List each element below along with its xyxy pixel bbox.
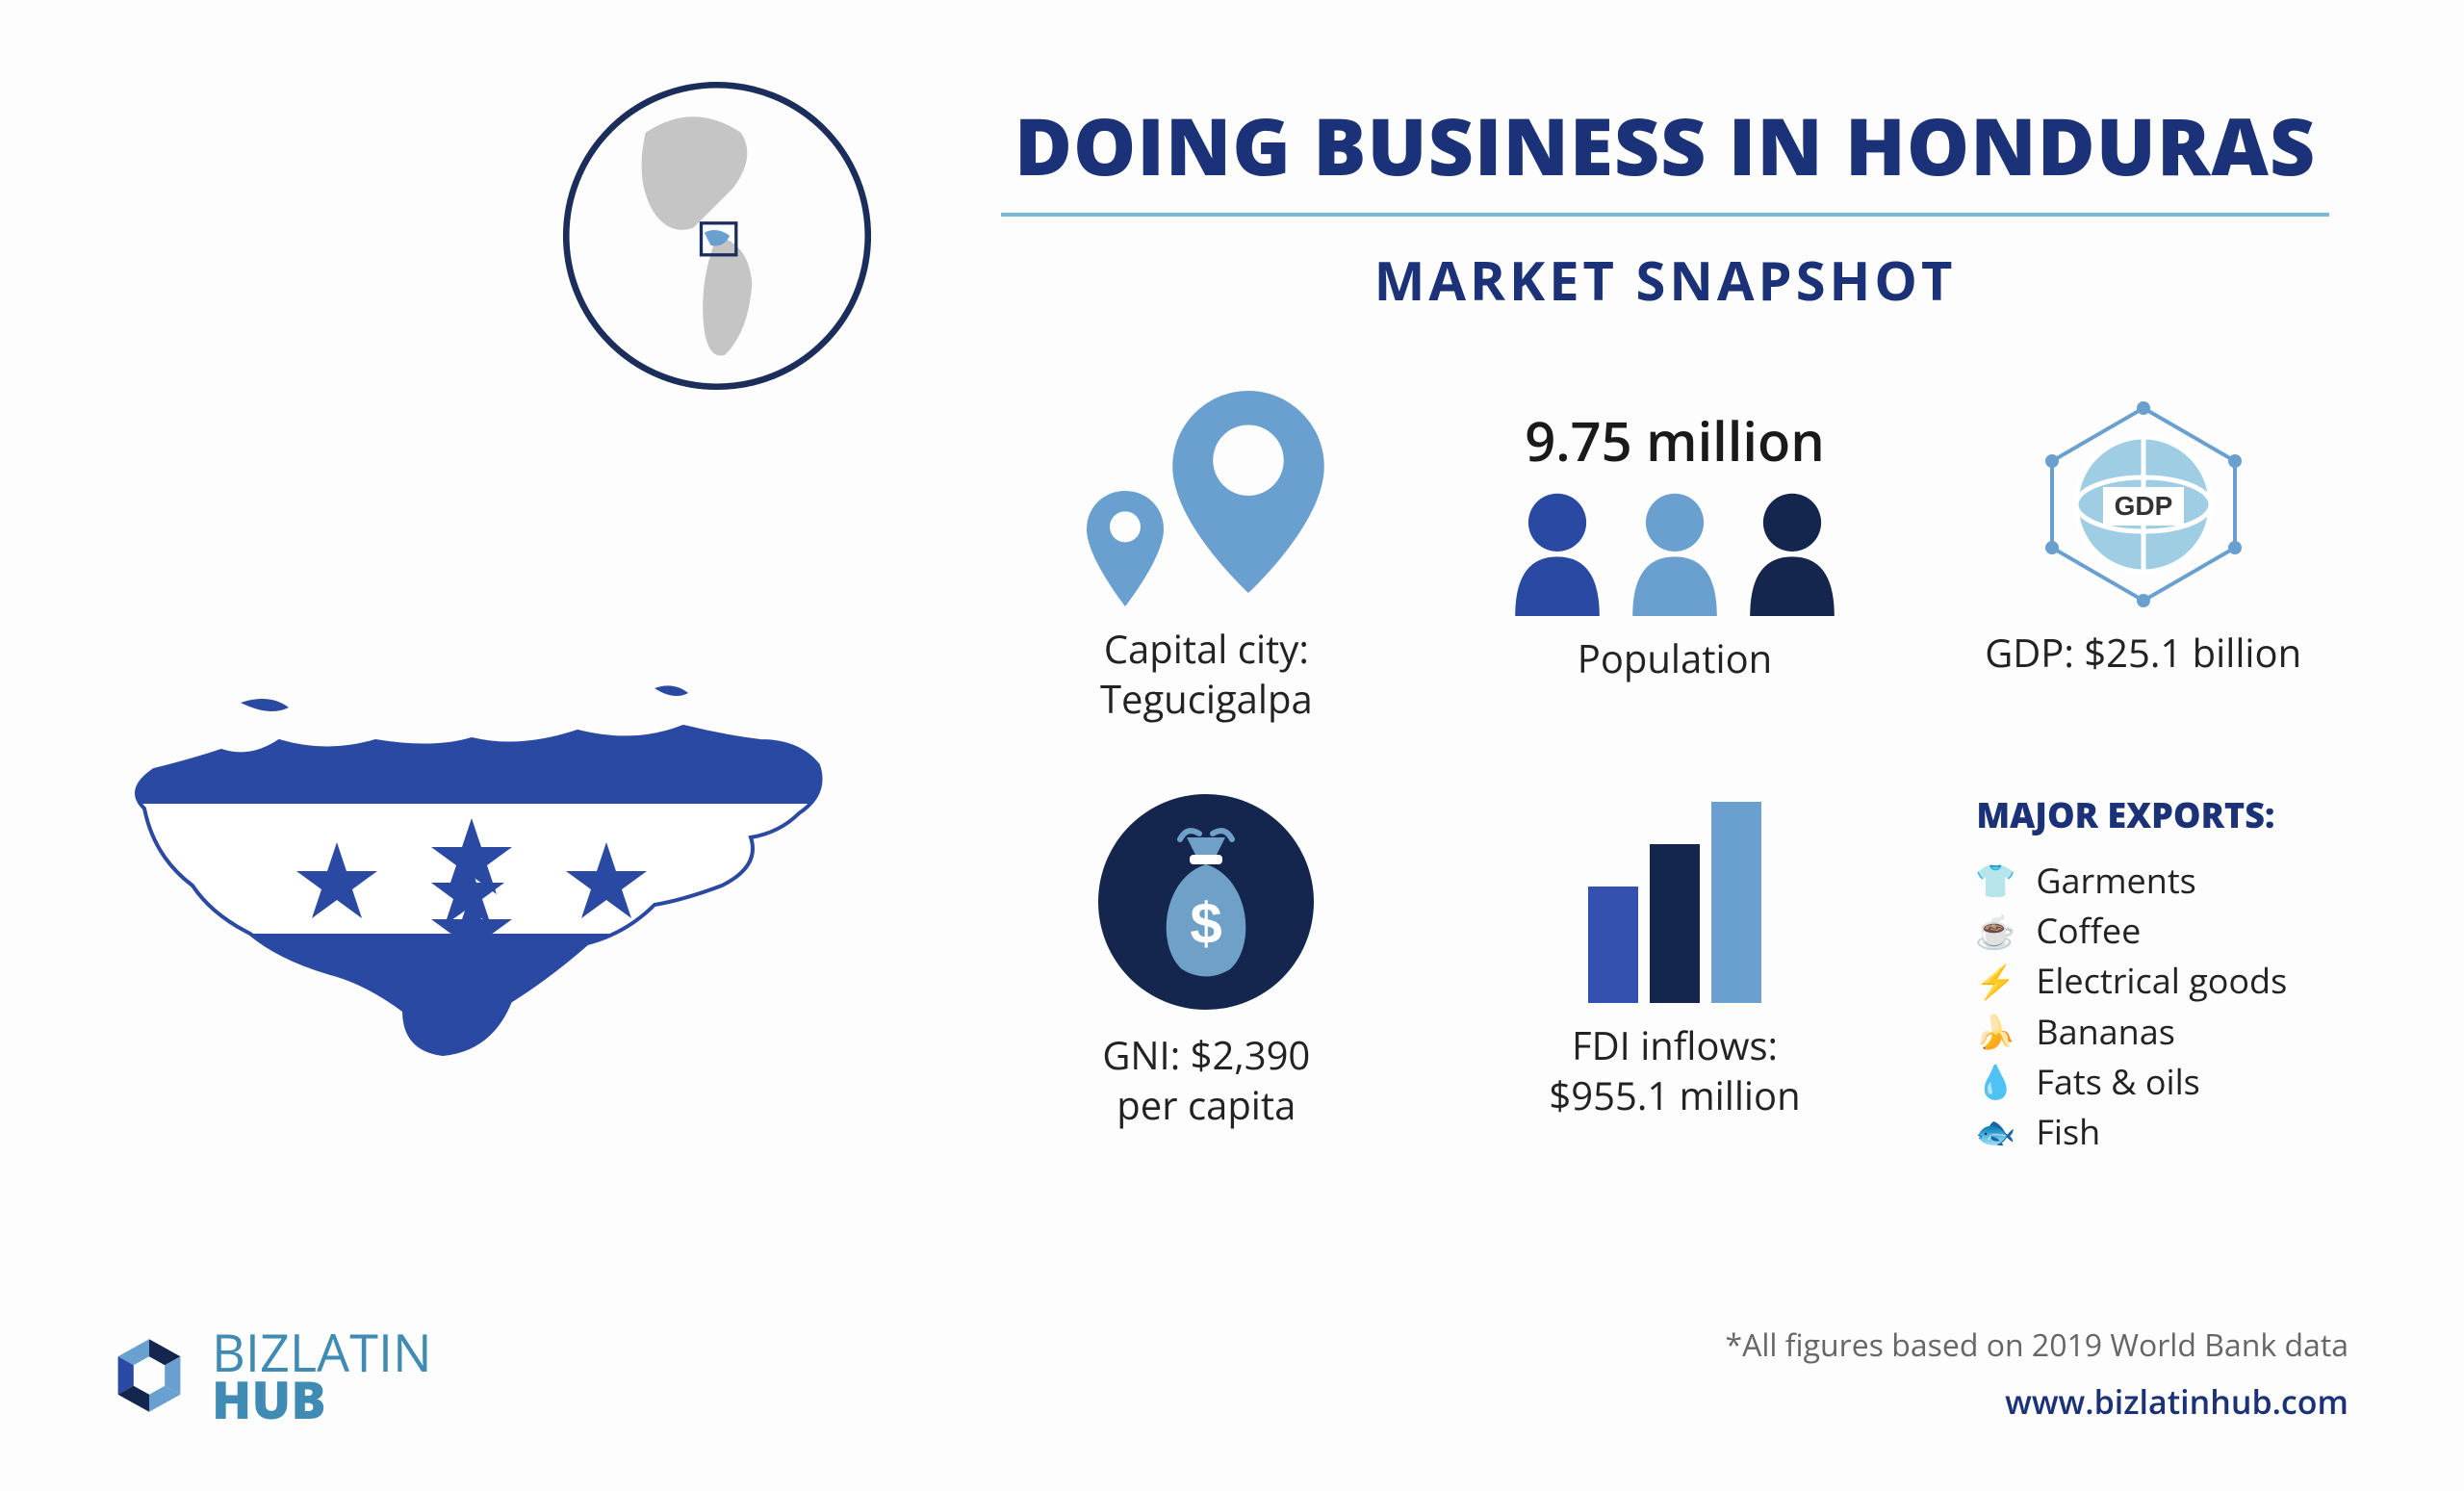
exports-list: 👕Garments ☕Coffee ⚡Electrical goods 🍌Ban… <box>1976 856 2348 1157</box>
stat-population: 9.75 million Population <box>1470 404 1881 724</box>
stat-exports: MAJOR EXPORTS: 👕Garments ☕Coffee ⚡Electr… <box>1938 791 2348 1157</box>
list-item: 🐟Fish <box>1976 1107 2348 1157</box>
gdp-label: GDP: $25.1 billion <box>1938 628 2348 678</box>
svg-text:$: $ <box>1191 891 1222 956</box>
fish-icon: 🐟 <box>1976 1108 2015 1155</box>
brand-logo: BIZLATIN HUB <box>106 1328 432 1424</box>
website-url: www.bizlatinhub.com <box>1725 1379 2348 1424</box>
americas-globe-icon <box>558 77 876 395</box>
footer-block: *All figures based on 2019 World Bank da… <box>1725 1324 2348 1424</box>
oil-icon: 💧 <box>1976 1058 2015 1105</box>
exports-title: MAJOR EXPORTS: <box>1976 791 2348 838</box>
list-item: ☕Coffee <box>1976 906 2348 956</box>
gni-label-2: per capita <box>1001 1080 1412 1130</box>
population-label: Population <box>1470 633 1881 683</box>
headline-block: DOING BUSINESS IN HONDURAS MARKET SNAPSH… <box>1001 91 2329 317</box>
money-bag-icon: $ <box>1001 791 1412 1013</box>
location-pin-icon <box>1001 404 1412 606</box>
footnote: *All figures based on 2019 World Bank da… <box>1725 1324 2348 1366</box>
list-item: 🍌Bananas <box>1976 1007 2348 1057</box>
logo-mark-icon <box>106 1332 192 1419</box>
list-item: ⚡Electrical goods <box>1976 956 2348 1006</box>
fdi-label-2: $955.1 million <box>1470 1070 1881 1120</box>
stat-gni: $ GNI: $2,390 per capita <box>1001 791 1412 1157</box>
honduras-flag-map-icon <box>87 597 857 1136</box>
people-icon <box>1470 491 1881 616</box>
gni-label-1: GNI: $2,390 <box>1001 1030 1412 1080</box>
gdp-badge-text: GDP <box>2114 491 2172 521</box>
gdp-globe-hex-icon: GDP <box>1938 404 2348 610</box>
garment-icon: 👕 <box>1976 857 2015 904</box>
bar-chart-icon <box>1470 791 1881 1003</box>
title-rule <box>1001 213 2329 217</box>
stats-grid: Capital city: Tegucigalpa 9.75 million P… <box>1001 404 2348 1157</box>
banana-icon: 🍌 <box>1976 1008 2015 1055</box>
population-value: 9.75 million <box>1470 404 1881 477</box>
page-subtitle: MARKET SNAPSHOT <box>1001 244 2329 317</box>
page-title: DOING BUSINESS IN HONDURAS <box>1001 91 2329 199</box>
electric-icon: ⚡ <box>1976 958 2015 1005</box>
list-item: 👕Garments <box>1976 856 2348 906</box>
fdi-label-1: FDI inflows: <box>1470 1020 1881 1070</box>
coffee-icon: ☕ <box>1976 908 2015 955</box>
stat-capital: Capital city: Tegucigalpa <box>1001 404 1412 724</box>
stat-fdi: FDI inflows: $955.1 million <box>1470 791 1881 1157</box>
stat-gdp: GDP GDP: $25.1 billion <box>1938 404 2348 724</box>
capital-label-2: Tegucigalpa <box>1001 674 1412 724</box>
capital-label-1: Capital city: <box>1001 624 1412 674</box>
list-item: 💧Fats & oils <box>1976 1057 2348 1107</box>
